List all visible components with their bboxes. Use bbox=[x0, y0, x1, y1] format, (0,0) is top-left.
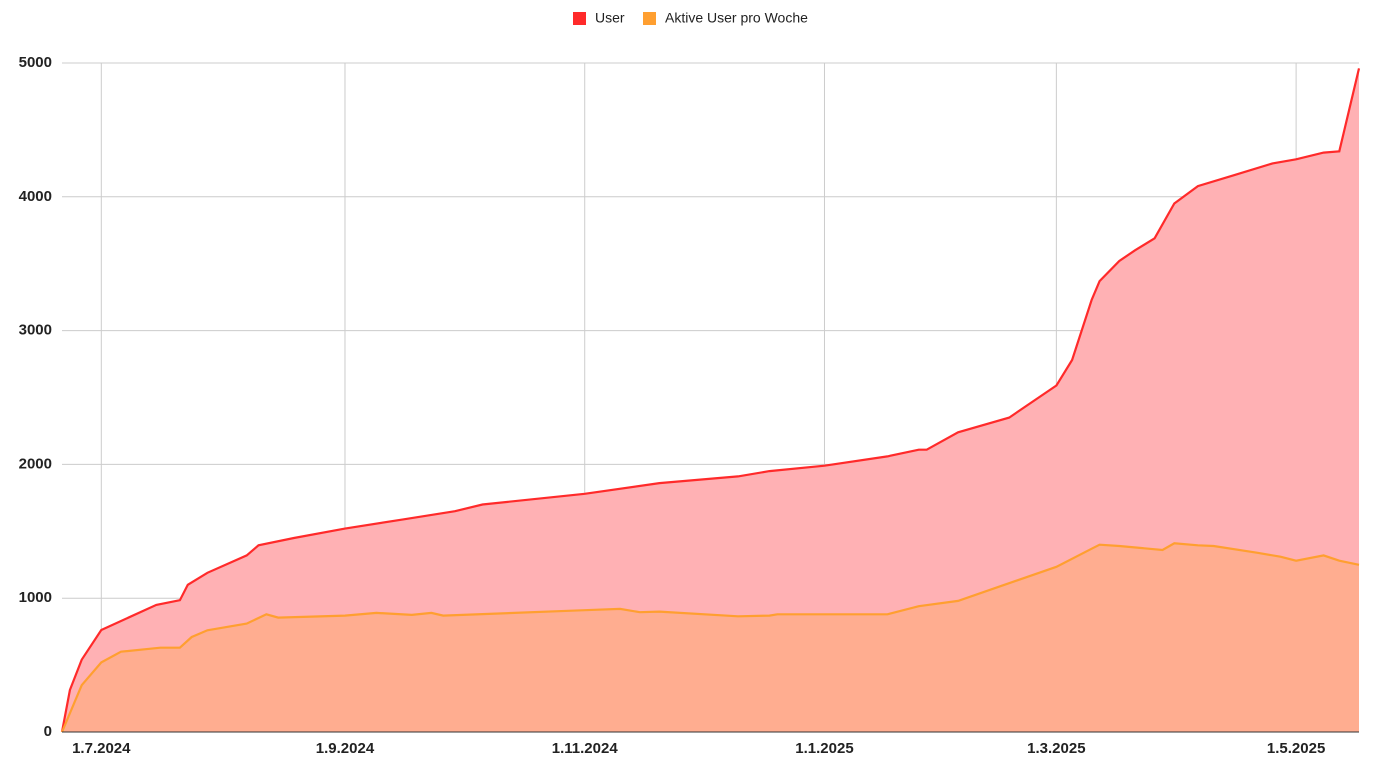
area bbox=[62, 68, 1359, 732]
x-tick-label: 1.7.2024 bbox=[72, 740, 131, 757]
x-tick-label: 1.9.2024 bbox=[316, 740, 375, 757]
y-tick-label: 0 bbox=[44, 723, 52, 740]
legend-swatch bbox=[643, 12, 656, 25]
legend-label: User bbox=[595, 10, 625, 26]
line bbox=[60, 542, 1360, 733]
y-tick-label: 3000 bbox=[19, 322, 52, 339]
area bbox=[62, 543, 1359, 732]
y-tick-label: 5000 bbox=[19, 54, 52, 71]
legend-label: Aktive User pro Woche bbox=[665, 10, 808, 26]
y-tick-label: 2000 bbox=[19, 455, 52, 472]
legend-swatch bbox=[573, 12, 586, 25]
x-tick-label: 1.5.2025 bbox=[1267, 740, 1325, 757]
y-tick-label: 1000 bbox=[19, 589, 52, 606]
x-tick-label: 1.1.2025 bbox=[795, 740, 853, 757]
x-tick-label: 1.3.2025 bbox=[1027, 740, 1085, 757]
line bbox=[60, 68, 1361, 733]
y-tick-label: 4000 bbox=[19, 188, 52, 205]
x-tick-label: 1.11.2024 bbox=[552, 740, 619, 757]
